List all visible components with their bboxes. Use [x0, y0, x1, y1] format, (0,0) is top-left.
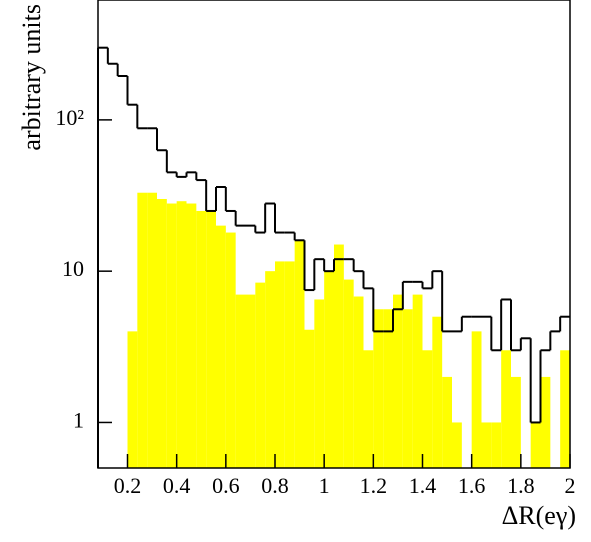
histogram-bar — [186, 203, 197, 468]
histogram-bar — [540, 376, 551, 468]
histogram-bar — [166, 203, 177, 468]
histogram-bar — [206, 210, 216, 468]
histogram-bar — [412, 294, 423, 468]
y-axis-title: arbitrary units — [17, 4, 46, 151]
plot-frame — [97, 0, 571, 469]
x-tick-label: 0.2 — [114, 473, 142, 498]
histogram-bar — [363, 350, 374, 468]
histogram-bar — [176, 201, 187, 468]
histogram-bar — [511, 376, 521, 468]
x-tick-label: 1.2 — [360, 473, 388, 498]
histogram-bar — [530, 422, 541, 468]
histogram-bar — [501, 350, 511, 468]
x-tick-label: 0.6 — [212, 473, 240, 498]
x-tick-label: 2 — [565, 473, 576, 498]
histogram-bar — [196, 210, 207, 468]
histogram-bar — [284, 261, 295, 468]
histogram-bar — [402, 309, 413, 468]
histogram-bar — [491, 422, 502, 468]
histogram-bar — [343, 279, 354, 468]
histogram-bar — [157, 198, 167, 468]
histogram-bar — [127, 331, 138, 468]
x-tick-label: 1.8 — [507, 473, 535, 498]
x-tick-label: 0.4 — [163, 473, 191, 498]
histogram-bar — [255, 282, 266, 468]
histogram-bar — [265, 271, 275, 468]
y-tick-label: 10 — [62, 256, 84, 281]
y-tick-label: 1 — [73, 408, 84, 433]
histogram-bar — [324, 271, 334, 468]
x-tick-label: 1.4 — [409, 473, 437, 498]
x-axis-title: ΔR(eγ) — [502, 501, 576, 530]
histogram-bar — [383, 309, 393, 468]
histogram-bar — [481, 422, 492, 468]
histogram-bar — [353, 296, 364, 468]
histogram-bar — [422, 350, 433, 468]
histogram-bar — [147, 192, 157, 468]
histogram-bar — [471, 331, 482, 468]
histogram-bar — [560, 350, 570, 468]
histogram-bar — [235, 294, 246, 468]
x-tick-label: 1 — [319, 473, 330, 498]
histogram-bar — [137, 192, 148, 468]
histogram-bar — [432, 316, 443, 468]
x-tick-label: 1.6 — [458, 473, 486, 498]
histogram-bar — [334, 244, 344, 468]
histogram-bar — [373, 309, 384, 468]
histogram-bar — [294, 240, 305, 468]
histogram-bar — [452, 422, 462, 468]
histogram-bar — [275, 261, 285, 468]
y-tick-label: 10² — [55, 105, 84, 130]
histogram-bar — [393, 294, 403, 468]
histogram-bar — [304, 329, 315, 468]
x-tick-label: 0.8 — [261, 473, 289, 498]
histogram-bar — [245, 294, 256, 468]
histogram-bar — [442, 376, 452, 468]
histogram-bar — [225, 232, 236, 468]
histogram-bar — [314, 299, 325, 468]
histogram-bar — [216, 225, 226, 468]
